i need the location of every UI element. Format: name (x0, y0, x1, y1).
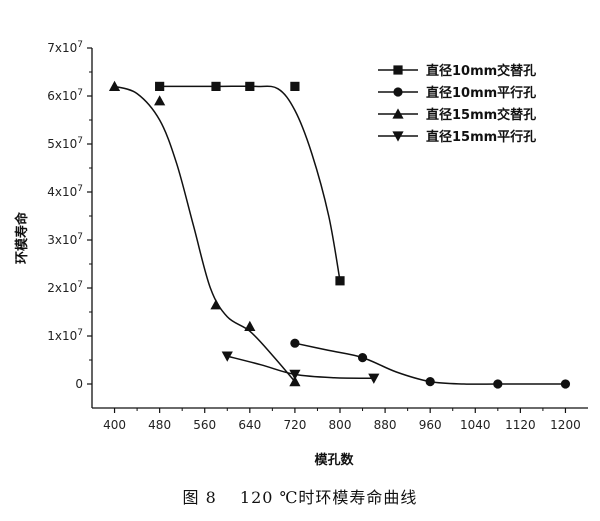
series-line (159, 85, 341, 281)
axes: 400 480 560 640 720 800 880 960 1040 1120 1200 0 1x1… (47, 40, 588, 432)
x-tick-label: 720 (283, 418, 306, 432)
legend-item: 直径15mm平行孔 (378, 129, 536, 145)
data-point (221, 351, 233, 362)
y-axis-title: 环模寿命 (14, 211, 30, 264)
data-point (211, 81, 221, 91)
data-point (108, 80, 121, 91)
legend-marker (392, 131, 404, 142)
data-point (290, 81, 300, 91)
legend-label: 直径15mm交替孔 (426, 107, 536, 123)
legend-marker (392, 108, 404, 119)
series-layer (108, 80, 571, 389)
chart: 400 480 560 640 720 800 880 960 1040 1120 1200 0 1x1… (14, 40, 588, 468)
data-point (155, 81, 165, 91)
x-tick-label: 1040 (460, 418, 491, 432)
x-tick-label: 400 (103, 418, 126, 432)
x-tick-label: 1200 (550, 418, 581, 432)
data-point (493, 379, 503, 389)
data-point (368, 373, 380, 384)
legend-label: 直径10mm交替孔 (426, 63, 536, 79)
x-tick-label: 880 (374, 418, 397, 432)
y-tick-label: 3x107 (47, 232, 83, 247)
data-point (560, 379, 571, 389)
data-point (357, 353, 368, 363)
data-point (245, 81, 255, 91)
legend-marker (393, 87, 403, 97)
legend-item: 直径10mm平行孔 (378, 85, 536, 101)
y-tick-label: 1x107 (47, 328, 83, 343)
y-tick-label: 6x107 (47, 88, 83, 103)
legend-item: 直径15mm交替孔 (378, 107, 536, 123)
series-line (227, 355, 374, 379)
y-tick-label: 7x107 (47, 40, 83, 55)
legend-marker (393, 65, 403, 75)
data-point (210, 299, 222, 310)
data-point (154, 95, 166, 106)
series-4 (221, 351, 380, 384)
data-point (425, 377, 435, 387)
data-point (335, 276, 345, 286)
x-tick-label: 800 (329, 418, 352, 432)
x-tick-label: 560 (193, 418, 216, 432)
y-tick-label: 0 (75, 377, 83, 391)
series-2 (290, 338, 571, 389)
x-tick-label: 480 (148, 418, 171, 432)
data-point (244, 320, 256, 331)
x-tick-label: 640 (238, 418, 261, 432)
data-point (290, 338, 300, 348)
y-tick-label: 4x107 (47, 184, 83, 199)
series-3 (108, 80, 301, 387)
x-axis-title: 模孔数 (314, 452, 354, 468)
series-line (114, 85, 296, 383)
x-tick-label: 960 (419, 418, 442, 432)
legend-label: 直径15mm平行孔 (426, 129, 536, 145)
y-tick-label: 2x107 (47, 280, 83, 295)
data-point (289, 376, 301, 387)
data-point (289, 369, 301, 380)
legend-label: 直径10mm平行孔 (426, 85, 536, 101)
legend-item: 直径10mm交替孔 (378, 63, 536, 79)
y-tick-label: 5x107 (47, 136, 83, 151)
series-1 (155, 81, 345, 286)
figure-caption: 图 8 120 ℃时环模寿命曲线 (182, 488, 418, 507)
x-tick-label: 1120 (505, 418, 536, 432)
